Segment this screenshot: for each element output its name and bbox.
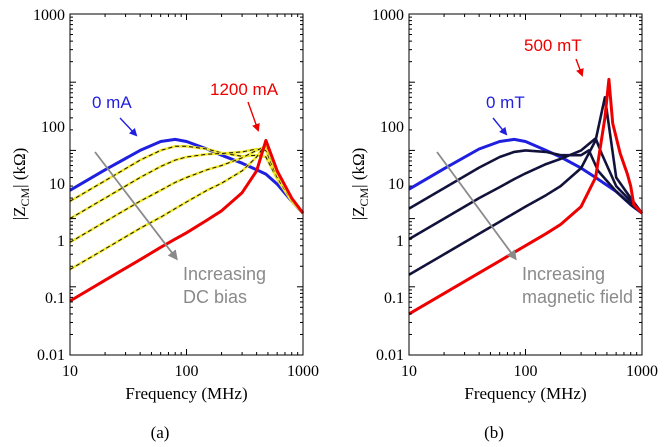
panel-b-trend-arrow — [436, 151, 517, 261]
chart-panel-a: 10 100 1000 0.01 0.1 1 10 100 1000 Frequ… — [10, 7, 319, 442]
panel-a-ytick-0.01: 0.01 — [37, 347, 65, 364]
panel-b-xtick-1000: 1000 — [626, 363, 658, 380]
panel-b-ytick-0.1: 0.1 — [384, 290, 404, 307]
panel-b-ticks — [408, 14, 642, 356]
panel-a-xtick-100: 100 — [175, 363, 199, 380]
panel-a-xtick-1000: 1000 — [287, 363, 319, 380]
panel-a-ytick-100: 100 — [41, 119, 65, 136]
panel-b-series-3-dash — [408, 97, 643, 276]
panel-a-trend-arrow — [94, 151, 178, 261]
panel-a-annotation-0ma: 0 mA — [92, 93, 132, 112]
panel-b-xtick-100: 100 — [514, 363, 538, 380]
panel-a-ytick-1: 1 — [57, 233, 65, 250]
panel-a-trend-label-1: Increasing — [183, 264, 266, 284]
panel-b-ytick-1: 1 — [396, 233, 404, 250]
panel-b-series-1-dash — [408, 149, 643, 214]
panel-b-ytick-100: 100 — [380, 119, 404, 136]
panel-b-curves — [408, 77, 644, 316]
panel-b-annotation-0mt: 0 mT — [486, 93, 525, 112]
panel-a-series-2-dash — [69, 148, 304, 220]
panel-b-trend-label-1: Increasing — [522, 264, 605, 284]
panel-a-label: (a) — [151, 423, 170, 442]
panel-b-series-4 — [408, 77, 644, 316]
panel-a-series-3-dash — [69, 145, 304, 243]
panel-a-arrow-0ma — [119, 117, 138, 137]
panel-b-ytick-0.01: 0.01 — [376, 347, 404, 364]
panel-a-series-5 — [69, 138, 305, 303]
panel-a-ytick-1000: 1000 — [33, 7, 65, 24]
panel-b-ytick-10: 10 — [388, 176, 404, 193]
panel-a-ticks — [69, 14, 303, 356]
panel-b-trend-label-2: magnetic field — [522, 287, 633, 307]
panel-b-ytick-1000: 1000 — [372, 7, 404, 24]
panel-a-arrow-1200ma — [247, 101, 260, 132]
panel-a-xlabel: Frequency (MHz) — [125, 384, 247, 403]
panel-a-ytick-10: 10 — [49, 176, 65, 193]
chart-panel-b: 10 100 1000 0.01 0.1 1 10 100 1000 Frequ… — [349, 7, 658, 442]
panel-b-label: (b) — [484, 423, 504, 442]
panel-b-annotation-500mt: 500 mT — [524, 36, 582, 55]
panel-b-ylabel: |ZCM| (kΩ) — [349, 148, 371, 221]
panel-b-arrow-500mt — [575, 58, 584, 77]
panel-b-series-2-dash — [408, 137, 643, 240]
panel-a-curves — [69, 137, 305, 303]
panel-b-arrow-0mt — [492, 117, 508, 136]
panel-b-xtick-10: 10 — [401, 363, 417, 380]
panel-a-ylabel: |ZCM| (kΩ) — [10, 148, 32, 221]
panel-a-trend-label-2: DC bias — [183, 287, 247, 307]
panel-a-annotation-1200ma: 1200 mA — [210, 80, 279, 99]
panel-a-xtick-10: 10 — [62, 363, 78, 380]
panel-b-xlabel: Frequency (MHz) — [464, 384, 586, 403]
panel-a-ytick-0.1: 0.1 — [45, 290, 65, 307]
